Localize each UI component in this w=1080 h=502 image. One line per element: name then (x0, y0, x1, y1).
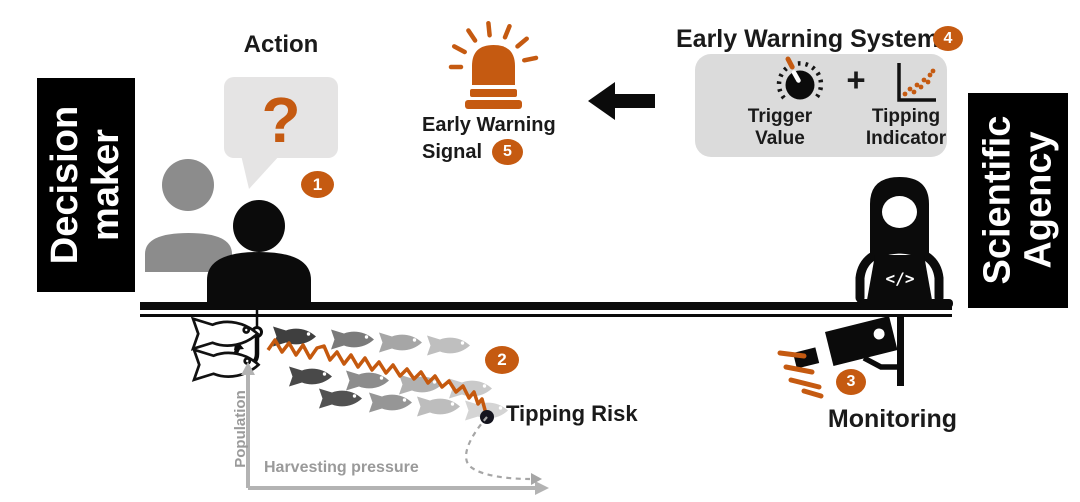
surveillance-camera-icon (777, 316, 904, 399)
table-bottom-line (140, 314, 952, 317)
harvesting-pressure-axis-label: Harvesting pressure (264, 459, 419, 476)
early-warning-system-title: Early Warning System (676, 25, 940, 53)
decision-maker-banner-text: Decision maker (43, 105, 128, 265)
camera-lens-hood (793, 347, 820, 369)
step-1-badge: 1 (301, 171, 334, 198)
trigger-value-label: Trigger Value (747, 106, 813, 149)
decision-maker-banner: Decision maker (37, 78, 135, 292)
early-warning-system-box: + Trigger Value Tipping Indicator (695, 54, 947, 157)
laptop-code-text: </> (886, 269, 915, 288)
analyst-face (882, 196, 917, 228)
black-person-head (233, 200, 285, 252)
speech-bubble: ? (224, 77, 338, 158)
black-person-body (207, 252, 311, 305)
x-axis-arrowhead (535, 481, 549, 495)
camera-signal-rays (777, 350, 824, 399)
fish-icon (273, 326, 316, 347)
y-axis-arrowhead (241, 362, 255, 375)
scientific-agency-banner: Scientific Agency (968, 93, 1068, 308)
trigger-dial-icon (776, 56, 824, 100)
tipping-risk-label: Tipping Risk (506, 401, 638, 426)
table-top-line (140, 302, 952, 310)
camera-body (825, 316, 898, 366)
outlined-fish-icon (191, 317, 259, 351)
step-3-badge: 3 (836, 369, 866, 395)
fish-icon (379, 332, 422, 353)
decision-maker-people-icon (145, 159, 311, 305)
siren-rays (448, 20, 539, 70)
scatter-dots (902, 68, 936, 97)
population-pressure-axes (241, 362, 549, 495)
population-axis-label: Population (232, 390, 249, 468)
analyst-at-laptop-icon: </> (855, 177, 953, 308)
step-5-badge: 5 (492, 139, 523, 165)
left-arrow-icon (588, 82, 655, 120)
monitoring-label: Monitoring (827, 405, 958, 433)
speech-bubble-tail (241, 155, 280, 189)
laptop-base (857, 299, 953, 308)
action-label: Action (243, 31, 319, 58)
step-4-badge: 4 (933, 26, 963, 51)
population-trend-zigzag (266, 338, 489, 417)
tipping-indicator-scatter-icon (897, 63, 936, 102)
camera-pole (897, 316, 904, 386)
siren-icon (448, 20, 539, 109)
scientific-agency-banner-text: Scientific Agency (975, 116, 1060, 285)
dashed-curve-arrowhead (531, 473, 542, 485)
collapse-dashed-curve (465, 416, 531, 481)
gray-person-head (162, 159, 214, 211)
fish-icon (427, 335, 470, 356)
early-warning-signal-label: Early Warning Signal (422, 114, 556, 163)
fish-icon (331, 329, 374, 350)
question-mark: ? (261, 83, 301, 156)
tipping-indicator-label: Tipping Indicator (865, 106, 947, 149)
step-2-badge: 2 (485, 346, 519, 374)
plus-sign: + (846, 61, 866, 98)
laptop-screen (867, 255, 932, 300)
camera-bracket (862, 355, 899, 370)
gray-person-body (145, 233, 232, 272)
